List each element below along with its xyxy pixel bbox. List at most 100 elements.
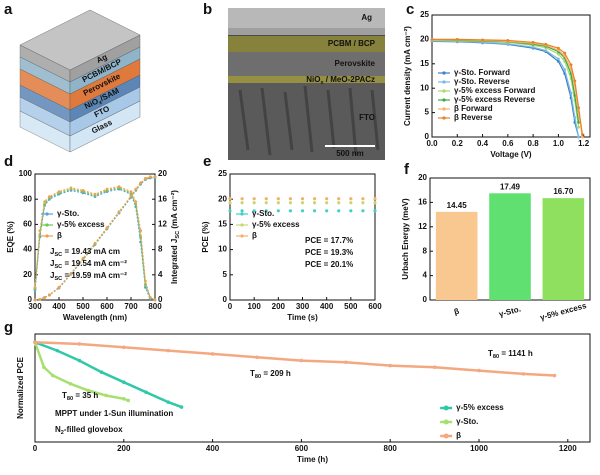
panel-label: e — [203, 153, 211, 170]
annotation: T80 = 209 h — [250, 369, 291, 380]
data-point — [153, 298, 157, 302]
text-part: = 35 h — [73, 391, 98, 400]
data-point — [288, 197, 293, 201]
layer-front-face — [69, 100, 141, 153]
scale-bar-label: 500 nm — [336, 149, 364, 158]
x-tick-label: 800 — [148, 302, 162, 311]
series-line — [432, 38, 583, 135]
data-point — [432, 365, 437, 370]
x-tick-label: 0 — [33, 444, 38, 453]
legend-label: γ-Sto. — [57, 209, 79, 218]
data-point — [581, 133, 584, 136]
sem-label: Ag — [361, 13, 372, 22]
y2-axis-label: Integrated JSC (mA cm⁻²) — [170, 190, 181, 284]
data-point — [344, 360, 348, 365]
data-point — [312, 209, 317, 213]
legend-marker — [240, 212, 244, 216]
legend-marker — [45, 223, 49, 227]
y-tick-label: 0 — [425, 132, 430, 141]
layer-top-face — [19, 9, 141, 71]
text-part: T — [62, 391, 67, 400]
y-tick-label: 10 — [420, 83, 429, 92]
text-part: = 19.54 mA cm⁻² — [62, 259, 127, 268]
data-point — [312, 197, 317, 201]
x-tick-label: 1.2 — [578, 139, 590, 148]
text-part: = 19.43 mA cm — [62, 247, 120, 256]
x-tick-label: 800 — [384, 444, 398, 453]
y-tick-label: 8 — [423, 246, 428, 255]
y2-tick-label: 0 — [158, 295, 163, 304]
data-point — [276, 209, 280, 213]
y-axis-label: Urbach Energy (meV) — [401, 198, 410, 280]
value-label: 14.45 — [447, 201, 468, 210]
data-point — [577, 135, 581, 139]
x-tick-label: 200 — [117, 444, 131, 453]
data-point — [240, 201, 244, 205]
annotation: JSC = 19.54 mA cm⁻² — [50, 259, 127, 270]
data-point — [349, 209, 353, 213]
text-part: / MeO-2PACz — [324, 75, 375, 84]
x-tick-label: 0.2 — [452, 139, 464, 148]
annotation: T80 = 1141 h — [488, 349, 533, 360]
data-point — [521, 372, 526, 376]
x-axis-label: Time (h) — [297, 455, 328, 464]
y-tick-label: 15 — [218, 220, 227, 229]
legend-label: β — [456, 431, 461, 440]
data-point — [255, 355, 259, 360]
subscript: x — [98, 100, 104, 107]
subscript: SC — [175, 231, 181, 239]
value-label: 16.70 — [553, 187, 574, 196]
text-part: -filled glovebox — [64, 425, 123, 434]
panel-label: b — [203, 1, 212, 18]
text-part: J — [50, 259, 54, 268]
data-point — [166, 400, 170, 404]
plot-frame — [34, 173, 156, 301]
subscript: 80 — [255, 374, 261, 380]
data-point — [134, 200, 138, 204]
data-point — [38, 229, 42, 233]
annotation: JSC = 19.59 mA cm⁻² — [50, 271, 127, 282]
data-point — [557, 46, 560, 50]
data-point — [577, 106, 581, 110]
y-tick-label: 0 — [223, 295, 228, 304]
x-tick-label: 1200 — [559, 444, 577, 453]
legend-label: γ-5% excess Forward — [454, 86, 535, 95]
subscript: SC — [54, 252, 62, 258]
data-point — [117, 210, 121, 214]
data-point — [104, 393, 108, 398]
annotation: JSC = 19.43 mA cm — [50, 247, 120, 258]
data-point — [57, 190, 61, 194]
data-point — [252, 197, 256, 201]
data-point — [252, 209, 256, 213]
bar — [435, 211, 478, 300]
legend-label: γ-5% excess Reverse — [454, 95, 536, 104]
data-point — [581, 135, 584, 139]
data-point — [349, 197, 353, 201]
data-point — [210, 352, 215, 356]
y2-tick-label: 12 — [158, 220, 167, 229]
subscript: 80 — [493, 354, 499, 360]
legend-marker — [45, 212, 49, 216]
series-line — [34, 187, 156, 301]
series-line — [34, 185, 156, 301]
text-part: = 209 h — [261, 369, 291, 378]
y-tick-label: 5 — [425, 108, 430, 117]
sem-label: PCBM / BCP — [328, 39, 376, 48]
data-point — [48, 293, 51, 297]
legend-marker — [442, 89, 446, 93]
data-point — [48, 195, 51, 199]
y-tick-label: 12 — [418, 222, 427, 231]
data-point — [105, 187, 109, 191]
data-point — [276, 197, 280, 201]
panel-label: d — [4, 153, 13, 170]
x-axis-label: Voltage (V) — [490, 150, 532, 159]
data-point — [228, 201, 232, 205]
data-point — [477, 368, 481, 373]
data-point — [552, 373, 557, 378]
data-point — [228, 197, 232, 201]
data-point — [99, 370, 104, 375]
data-point — [373, 201, 377, 205]
series-line — [34, 188, 156, 301]
data-point — [264, 209, 268, 213]
